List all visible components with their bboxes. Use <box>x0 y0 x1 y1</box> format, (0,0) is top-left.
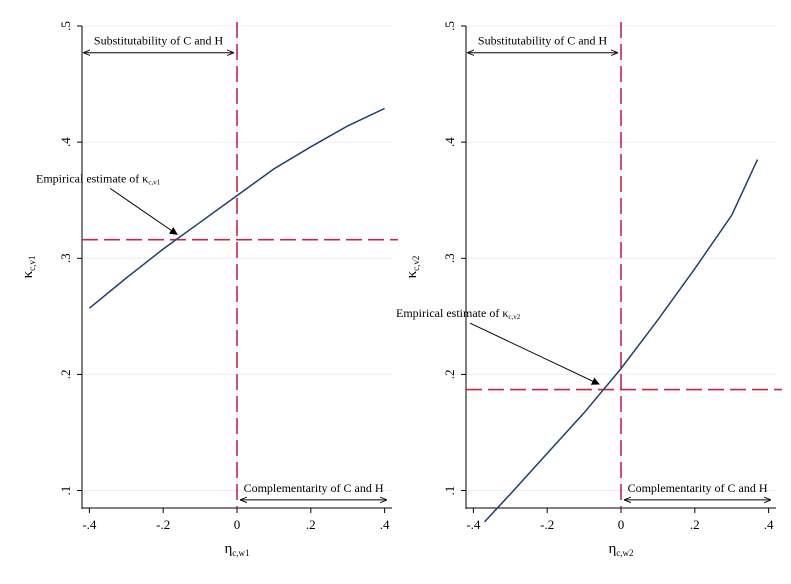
x-axis-title: ηc,w1 <box>224 541 249 558</box>
substitutability-label: Substitutability of C and H <box>94 34 224 48</box>
x-tick-label: 0 <box>234 517 241 532</box>
complementarity-label: Complementarity of C and H <box>244 481 384 495</box>
y-tick-label: .3 <box>442 253 457 263</box>
y-tick-label: .1 <box>442 486 457 496</box>
x-tick-label: 0 <box>618 517 625 532</box>
y-axis-subscript: c,v2 <box>411 256 421 271</box>
chart-panel-2: -.4 -.2 0.2.4.1.2.3.4.5ηc,w2κc,v2Substitut… <box>396 21 782 558</box>
x-tick-label: -.4 <box>466 517 481 532</box>
x-tick-label: -.2 <box>156 517 170 532</box>
y-tick-label: .5 <box>442 21 457 31</box>
y-tick-label: .2 <box>58 370 73 380</box>
y-axis-subscript: c,v1 <box>27 256 37 271</box>
y-tick-label: .3 <box>58 253 73 263</box>
y-tick-label: .5 <box>58 21 73 31</box>
estimate-label-symbol: κ <box>142 171 148 185</box>
x-tick-label: .2 <box>690 517 700 532</box>
estimate-label: Empirical estimate of κc,v1 <box>36 171 161 186</box>
x-tick-label: .4 <box>380 517 390 532</box>
substitutability-label: Substitutability of C and H <box>478 34 608 48</box>
x-axis-subscript: c,w2 <box>616 548 633 558</box>
series-line <box>88 107 385 309</box>
y-tick-label: .1 <box>58 486 73 496</box>
estimate-label-text: Empirical estimate of <box>396 306 502 320</box>
estimate-pointer-arrow <box>469 322 600 385</box>
x-axis-symbol: η <box>224 541 232 557</box>
estimate-label-subscript: c,v1 <box>148 178 160 186</box>
estimate-label-text: Empirical estimate of <box>36 171 142 185</box>
y-tick-label: .2 <box>442 370 457 380</box>
y-axis-title: κc,v2 <box>404 256 421 279</box>
y-tick-label: .4 <box>442 137 457 147</box>
x-tick-label: -.2 <box>540 517 554 532</box>
x-tick-label: -.4 <box>82 517 97 532</box>
x-axis-subscript: c,w1 <box>232 548 249 558</box>
x-tick-label: .4 <box>764 517 774 532</box>
x-axis-symbol: η <box>608 541 616 557</box>
y-axis-symbol: κ <box>20 270 36 278</box>
complementarity-label: Complementarity of C and H <box>628 481 768 495</box>
estimate-pointer-arrow <box>109 187 178 235</box>
x-axis-title: ηc,w2 <box>608 541 633 558</box>
y-axis-symbol: κ <box>404 270 420 278</box>
y-axis-title: κc,v1 <box>20 256 37 279</box>
x-tick-label: .2 <box>306 517 316 532</box>
series-line <box>483 159 759 523</box>
chart-panel-1: -.4 -.2 0.2.4.1.2.3.4.5ηc,w1κc,v1Substitut… <box>20 21 398 558</box>
estimate-label: Empirical estimate of κc,v2 <box>396 306 521 321</box>
estimate-label-subscript: c,v2 <box>508 313 520 321</box>
estimate-label-symbol: κ <box>502 306 508 320</box>
y-tick-label: .4 <box>58 137 73 147</box>
